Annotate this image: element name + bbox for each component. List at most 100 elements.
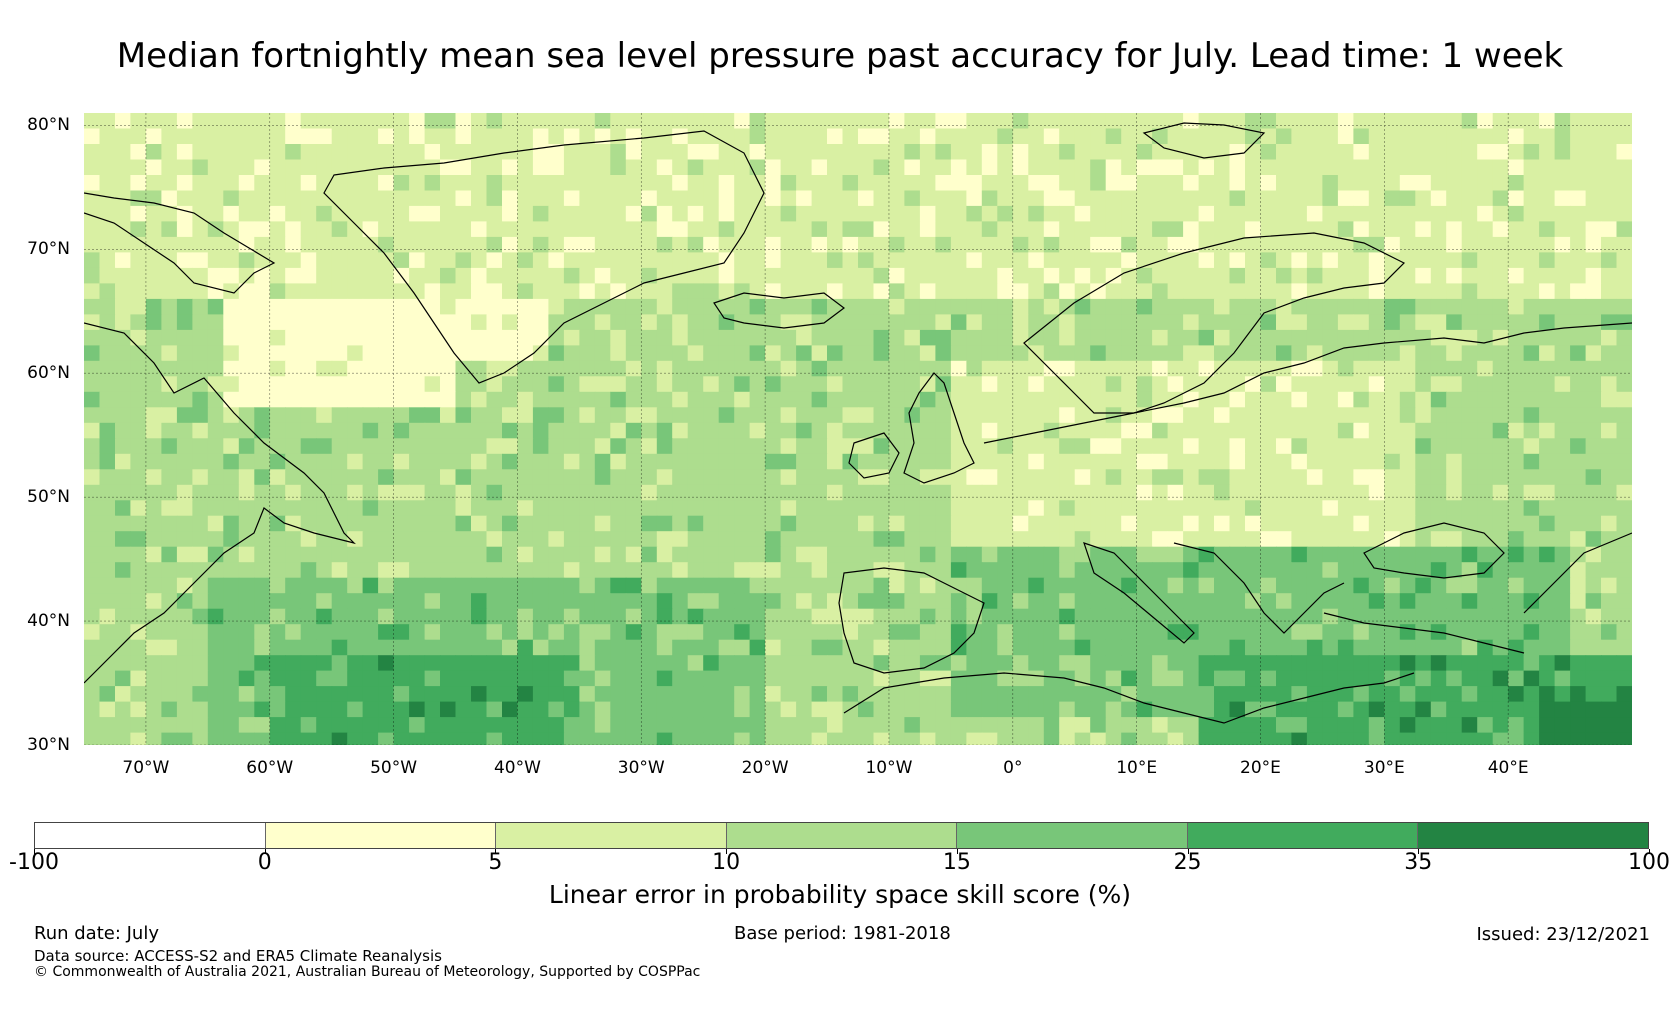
skill-cell <box>99 175 116 192</box>
skill-cell <box>176 655 193 672</box>
skill-cell <box>145 453 162 470</box>
skill-cell <box>316 655 333 672</box>
skill-cell <box>269 655 286 672</box>
skill-cell <box>1399 608 1416 625</box>
skill-cell <box>471 329 488 346</box>
skill-cell <box>1368 546 1385 563</box>
skill-cell <box>625 298 642 315</box>
skill-cell <box>1028 701 1045 718</box>
skill-cell <box>1260 469 1277 486</box>
skill-cell <box>1539 113 1556 130</box>
skill-cell <box>115 345 132 362</box>
skill-cell <box>1167 655 1184 672</box>
skill-cell <box>517 221 534 238</box>
skill-cell <box>579 515 596 532</box>
skill-cell <box>827 144 844 161</box>
skill-cell <box>765 314 782 331</box>
skill-cell <box>656 329 673 346</box>
skill-cell <box>1276 531 1293 548</box>
skill-cell <box>254 531 271 548</box>
skill-cell <box>1090 639 1107 656</box>
skill-cell <box>1585 298 1602 315</box>
skill-cell <box>440 577 457 594</box>
skill-cell <box>1585 190 1602 207</box>
skill-cell <box>734 298 751 315</box>
skill-cell <box>455 376 472 393</box>
skill-cell <box>656 438 673 455</box>
skill-cell <box>1245 639 1262 656</box>
skill-cell <box>455 655 472 672</box>
skill-cell <box>919 407 936 424</box>
skill-cell <box>997 438 1014 455</box>
skill-cell <box>1492 469 1509 486</box>
skill-cell <box>1446 128 1463 145</box>
skill-cell <box>347 562 364 579</box>
skill-cell <box>765 546 782 563</box>
skill-cell <box>331 500 348 517</box>
skill-cell <box>919 639 936 656</box>
skill-cell <box>1306 670 1323 687</box>
skill-cell <box>192 701 209 718</box>
skill-cell <box>997 484 1014 501</box>
skill-cell <box>1415 670 1432 687</box>
skill-cell <box>1074 376 1091 393</box>
skill-cell <box>1245 252 1262 269</box>
skill-cell <box>1043 205 1060 222</box>
skill-cell <box>1059 531 1076 548</box>
skill-cell <box>1121 329 1138 346</box>
skill-cell <box>687 298 704 315</box>
skill-cell <box>1337 128 1354 145</box>
skill-cell <box>145 113 162 130</box>
skill-cell <box>1276 329 1293 346</box>
skill-cell <box>1415 283 1432 300</box>
skill-cell <box>889 500 906 517</box>
skill-cell <box>1152 701 1169 718</box>
skill-cell <box>238 221 255 238</box>
skill-cell <box>919 515 936 532</box>
skill-cell <box>563 407 580 424</box>
skill-cell <box>1152 608 1169 625</box>
skill-cell <box>1260 438 1277 455</box>
skill-cell <box>99 205 116 222</box>
skill-cell <box>873 314 890 331</box>
skill-cell <box>145 298 162 315</box>
skill-cell <box>1585 252 1602 269</box>
skill-cell <box>548 376 565 393</box>
skill-cell <box>1198 438 1215 455</box>
skill-cell <box>285 422 302 439</box>
skill-cell <box>1353 407 1370 424</box>
skill-cell <box>594 717 611 734</box>
skill-cell <box>393 732 410 745</box>
skill-cell <box>285 577 302 594</box>
skill-cell <box>84 252 101 269</box>
skill-cell <box>1198 407 1215 424</box>
skill-cell <box>950 360 967 377</box>
skill-cell <box>1601 175 1618 192</box>
skill-cell <box>223 345 240 362</box>
skill-cell <box>641 484 658 501</box>
skill-cell <box>455 546 472 563</box>
skill-cell <box>331 144 348 161</box>
skill-cell <box>703 562 720 579</box>
skill-cell <box>192 205 209 222</box>
skill-cell <box>1214 732 1231 745</box>
skill-cell <box>1415 546 1432 563</box>
skill-cell <box>641 639 658 656</box>
skill-cell <box>1554 267 1571 284</box>
skill-cell <box>176 128 193 145</box>
skill-cell <box>811 283 828 300</box>
skill-cell <box>1554 639 1571 656</box>
skill-cell <box>734 453 751 470</box>
skill-cell <box>207 236 224 253</box>
skill-cell <box>780 360 797 377</box>
skill-cell <box>238 686 255 703</box>
skill-cell <box>1585 531 1602 548</box>
skill-cell <box>579 128 596 145</box>
skill-cell <box>285 701 302 718</box>
skill-cell <box>1229 562 1246 579</box>
skill-cell <box>1616 608 1632 625</box>
skill-cell <box>1059 205 1076 222</box>
skill-cell <box>1570 624 1587 641</box>
skill-score-map <box>84 113 1632 745</box>
skill-cell <box>641 376 658 393</box>
